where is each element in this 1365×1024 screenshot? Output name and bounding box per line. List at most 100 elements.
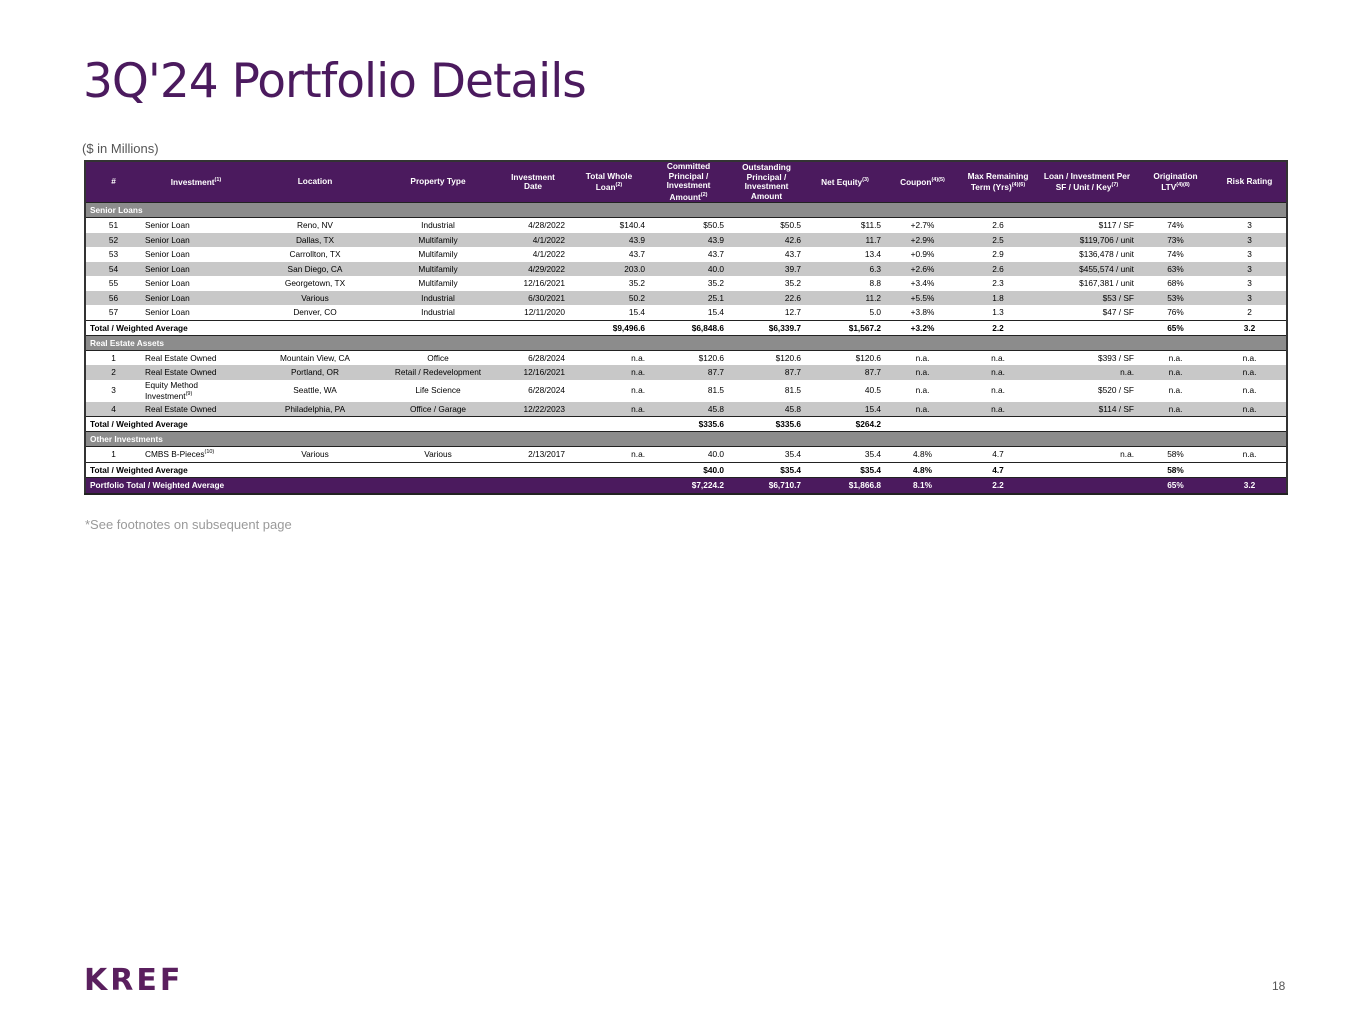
table-row: 56 Senior Loan Various Industrial 6/30/2021 5… bbox=[85, 290, 1287, 305]
cell-coupon: +0.9% bbox=[885, 247, 960, 262]
cell-term: n.a. bbox=[960, 350, 1036, 365]
cell-committed: $120.6 bbox=[649, 350, 728, 365]
cell-ltv: 63% bbox=[1138, 261, 1213, 276]
cell-inv: Senior Loan bbox=[141, 276, 251, 291]
cell-per: $53 / SF bbox=[1036, 290, 1138, 305]
cell-date: 4/1/2022 bbox=[497, 232, 569, 247]
cell-num: 2 bbox=[85, 365, 141, 380]
total-label: Portfolio Total / Weighted Average bbox=[85, 476, 569, 495]
section-header-other: Other Investments bbox=[85, 431, 1287, 447]
cell-coupon: +3.8% bbox=[885, 305, 960, 320]
header-coupon: Coupon(4)(5) bbox=[885, 160, 960, 203]
cell-term: 4.7 bbox=[960, 446, 1036, 462]
table-row: 57 Senior Loan Denver, CO Industrial 12/11/2… bbox=[85, 305, 1287, 320]
header-investment-date: Investment Date bbox=[497, 160, 569, 203]
total-outstanding: $6,339.7 bbox=[728, 319, 805, 336]
cell-date: 2/13/2017 bbox=[497, 446, 569, 462]
cell-per: $455,574 / unit bbox=[1036, 261, 1138, 276]
cell-term: 2.6 bbox=[960, 261, 1036, 276]
cell-whole: n.a. bbox=[569, 401, 649, 417]
total-ltv bbox=[1138, 416, 1213, 432]
cell-whole: 35.2 bbox=[569, 276, 649, 291]
table-row: 51 Senior Loan Reno, NV Industrial 4/28/2022… bbox=[85, 217, 1287, 233]
cell-coupon: n.a. bbox=[885, 379, 960, 402]
table-row: 3 Equity Method Investment(9) Seattle, WA L… bbox=[85, 379, 1287, 402]
total-outstanding: $35.4 bbox=[728, 461, 805, 478]
section-label: Real Estate Assets bbox=[85, 334, 1287, 351]
cell-per: n.a. bbox=[1036, 446, 1138, 462]
cell-committed: 45.8 bbox=[649, 401, 728, 417]
cell-committed: 40.0 bbox=[649, 261, 728, 276]
total-whole: $9,496.6 bbox=[569, 319, 649, 336]
cell-loc: Seattle, WA bbox=[251, 379, 379, 402]
cell-ltv: n.a. bbox=[1138, 350, 1213, 365]
cell-equity: 87.7 bbox=[805, 365, 885, 380]
header-property-type: Property Type bbox=[379, 160, 497, 203]
total-whole bbox=[569, 461, 649, 478]
cell-date: 6/30/2021 bbox=[497, 290, 569, 305]
cell-date: 4/29/2022 bbox=[497, 261, 569, 276]
cell-outstanding: $120.6 bbox=[728, 350, 805, 365]
cell-committed: 81.5 bbox=[649, 379, 728, 402]
cell-per: $117 / SF bbox=[1036, 217, 1138, 233]
cell-equity: 11.2 bbox=[805, 290, 885, 305]
cell-term: 2.9 bbox=[960, 247, 1036, 262]
cell-committed: 40.0 bbox=[649, 446, 728, 462]
cell-type: Multifamily bbox=[379, 276, 497, 291]
total-risk: 3.2 bbox=[1213, 319, 1287, 336]
table-row: 2 Real Estate Owned Portland, OR Retail / R… bbox=[85, 365, 1287, 380]
cell-whole: 15.4 bbox=[569, 305, 649, 320]
cell-loc: Portland, OR bbox=[251, 365, 379, 380]
cell-inv: Senior Loan bbox=[141, 232, 251, 247]
total-term: 2.2 bbox=[960, 319, 1036, 336]
cell-equity: 35.4 bbox=[805, 446, 885, 462]
total-coupon bbox=[885, 416, 960, 432]
cell-per: $47 / SF bbox=[1036, 305, 1138, 320]
total-coupon: 4.8% bbox=[885, 461, 960, 478]
cell-risk: 3 bbox=[1213, 247, 1287, 262]
total-coupon: 8.1% bbox=[885, 476, 960, 495]
cell-whole: $140.4 bbox=[569, 217, 649, 233]
total-label: Total / Weighted Average bbox=[85, 461, 569, 478]
cell-inv: Senior Loan bbox=[141, 247, 251, 262]
cell-per: $167,381 / unit bbox=[1036, 276, 1138, 291]
cell-type: Multifamily bbox=[379, 247, 497, 262]
cell-inv: Equity Method Investment(9) bbox=[141, 379, 251, 402]
section-label: Other Investments bbox=[85, 431, 1287, 447]
cell-loc: Dallas, TX bbox=[251, 232, 379, 247]
total-equity: $35.4 bbox=[805, 461, 885, 478]
total-outstanding: $335.6 bbox=[728, 416, 805, 432]
header-loan-per: Loan / Investment Per SF / Unit / Key(7) bbox=[1036, 160, 1138, 203]
cell-ltv: 68% bbox=[1138, 276, 1213, 291]
total-ltv: 65% bbox=[1138, 319, 1213, 336]
total-outstanding: $6,710.7 bbox=[728, 476, 805, 495]
header-location: Location bbox=[251, 160, 379, 203]
table-row: 55 Senior Loan Georgetown, TX Multifamily 12… bbox=[85, 276, 1287, 291]
cell-num: 56 bbox=[85, 290, 141, 305]
cell-outstanding: $50.5 bbox=[728, 217, 805, 233]
header-max-term: Max Remaining Term (Yrs)(4)(6) bbox=[960, 160, 1036, 203]
cell-inv: Real Estate Owned bbox=[141, 365, 251, 380]
cell-equity: 5.0 bbox=[805, 305, 885, 320]
cell-committed: 15.4 bbox=[649, 305, 728, 320]
cell-num: 51 bbox=[85, 217, 141, 233]
cell-num: 54 bbox=[85, 261, 141, 276]
portfolio-table: # Investment(1) Location Property Type I… bbox=[84, 160, 1288, 495]
cell-num: 55 bbox=[85, 276, 141, 291]
cell-risk: n.a. bbox=[1213, 365, 1287, 380]
cell-inv: Senior Loan bbox=[141, 290, 251, 305]
cell-inv: Senior Loan bbox=[141, 261, 251, 276]
portfolio-total-row: Portfolio Total / Weighted Average $7,224… bbox=[85, 476, 1287, 495]
total-committed: $6,848.6 bbox=[649, 319, 728, 336]
cell-num: 53 bbox=[85, 247, 141, 262]
cell-date: 6/28/2024 bbox=[497, 350, 569, 365]
cell-date: 4/28/2022 bbox=[497, 217, 569, 233]
cell-date: 6/28/2024 bbox=[497, 379, 569, 402]
cell-committed: 25.1 bbox=[649, 290, 728, 305]
cell-whole: n.a. bbox=[569, 350, 649, 365]
cell-num: 57 bbox=[85, 305, 141, 320]
cell-term: n.a. bbox=[960, 401, 1036, 417]
cell-outstanding: 45.8 bbox=[728, 401, 805, 417]
cell-ltv: 74% bbox=[1138, 217, 1213, 233]
cell-equity: 40.5 bbox=[805, 379, 885, 402]
